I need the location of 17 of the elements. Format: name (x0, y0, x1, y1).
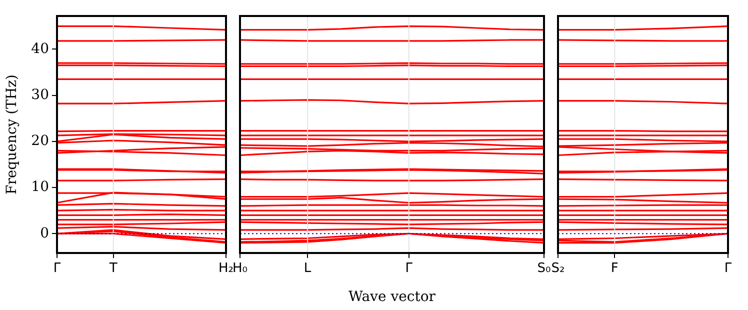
y-axis-title: Frequency (THz) (4, 74, 20, 195)
y-tick-label: 10 (31, 179, 49, 196)
x-tick-label: S₂ (551, 261, 565, 276)
x-tick-label: Γ (724, 261, 732, 276)
x-tick-label: Γ (53, 261, 62, 276)
x-tick-label: H₂ (218, 261, 234, 276)
x-tick-label: Γ (405, 261, 414, 276)
y-tick-label: 0 (40, 225, 49, 242)
y-tick-label: 40 (31, 40, 49, 57)
x-tick-label: L (304, 261, 312, 276)
x-tick-label: F (610, 261, 618, 276)
x-axis-title: Wave vector (348, 289, 436, 306)
x-tick-label: T (108, 261, 118, 276)
x-tick-label: S₀ (537, 261, 551, 276)
y-tick-label: 30 (31, 86, 49, 103)
x-tick-label: H₀ (232, 261, 248, 276)
y-tick-label: 20 (31, 133, 49, 150)
